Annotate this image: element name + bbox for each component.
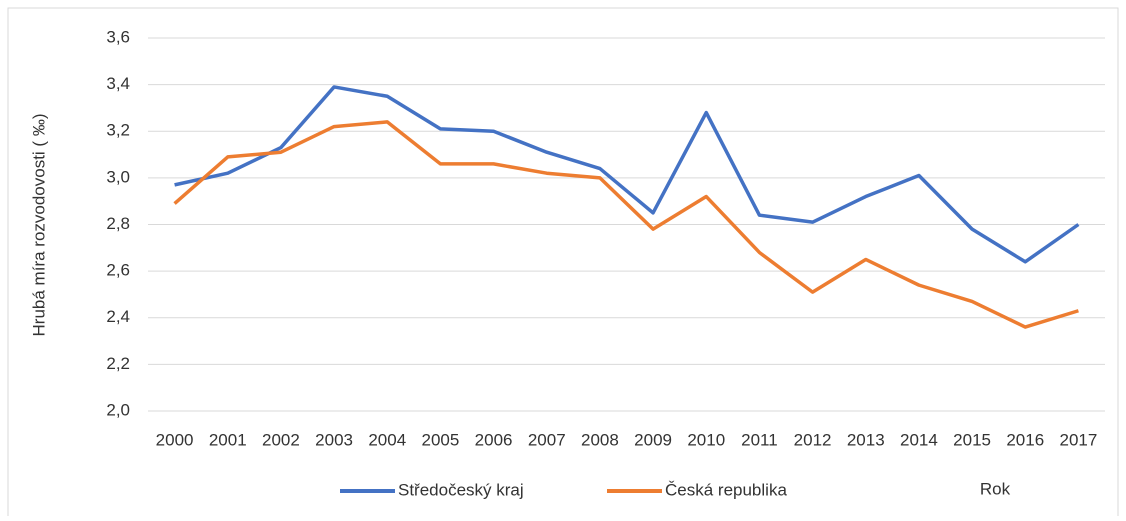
y-tick-label: 2,8 [106,214,130,233]
x-tick-label: 2003 [315,430,353,449]
y-tick-label: 3,2 [106,121,130,140]
x-tick-label: 2008 [581,430,619,449]
y-tick-label: 2,0 [106,400,130,419]
x-tick-label: 2001 [209,430,247,449]
x-tick-label: 2011 [741,430,778,449]
y-tick-label: 2,2 [106,354,130,373]
x-tick-label: 2006 [475,430,513,449]
y-tick-label: 3,4 [106,74,130,93]
x-tick-label: 2017 [1060,430,1098,449]
series-line [174,85,1080,264]
y-tick-label: 3,0 [106,167,130,186]
legend-label: Středočeský kraj [398,480,524,499]
x-tick-label: 2013 [847,430,885,449]
y-tick-label: 3,6 [106,27,130,46]
x-tick-label: 2004 [368,430,406,449]
y-tick-label: 2,6 [106,261,130,280]
x-tick-label: 2015 [953,430,991,449]
series-line [173,120,1079,329]
y-tick-label: 2,4 [106,307,130,326]
y-axis-label: Hrubá míra rozvodovosti ( ‰) [29,114,48,337]
x-tick-label: 2009 [634,430,672,449]
x-tick-label: 2014 [900,430,938,449]
x-tick-label: 2000 [156,430,194,449]
x-axis-label: Rok [980,479,1011,498]
x-tick-label: 2007 [528,430,566,449]
x-tick-label: 2016 [1006,430,1044,449]
x-tick-label: 2005 [422,430,460,449]
chart-frame [7,7,1119,521]
legend-label: Česká republika [665,480,787,499]
x-tick-label: 2012 [794,430,832,449]
x-tick-label: 2010 [687,430,725,449]
x-tick-label: 2002 [262,430,300,449]
